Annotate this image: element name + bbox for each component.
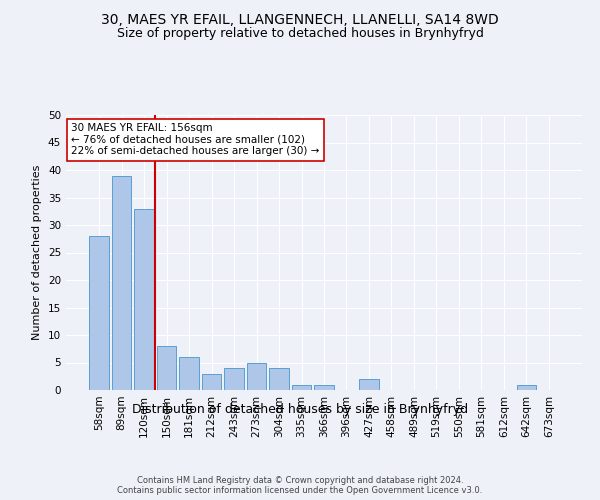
Text: 30 MAES YR EFAIL: 156sqm
← 76% of detached houses are smaller (102)
22% of semi-: 30 MAES YR EFAIL: 156sqm ← 76% of detach… xyxy=(71,123,320,156)
Bar xyxy=(517,384,536,390)
Bar xyxy=(89,236,109,390)
Y-axis label: Number of detached properties: Number of detached properties xyxy=(32,165,43,340)
Bar xyxy=(269,368,289,390)
Bar xyxy=(292,384,311,390)
Bar xyxy=(179,357,199,390)
Text: Distribution of detached houses by size in Brynhyfryd: Distribution of detached houses by size … xyxy=(132,402,468,415)
Bar xyxy=(247,362,266,390)
Bar xyxy=(112,176,131,390)
Text: Size of property relative to detached houses in Brynhyfryd: Size of property relative to detached ho… xyxy=(116,28,484,40)
Bar xyxy=(314,384,334,390)
Bar xyxy=(202,374,221,390)
Text: 30, MAES YR EFAIL, LLANGENNECH, LLANELLI, SA14 8WD: 30, MAES YR EFAIL, LLANGENNECH, LLANELLI… xyxy=(101,12,499,26)
Bar xyxy=(359,379,379,390)
Bar xyxy=(157,346,176,390)
Text: Contains HM Land Registry data © Crown copyright and database right 2024.
Contai: Contains HM Land Registry data © Crown c… xyxy=(118,476,482,495)
Bar xyxy=(224,368,244,390)
Bar xyxy=(134,208,154,390)
